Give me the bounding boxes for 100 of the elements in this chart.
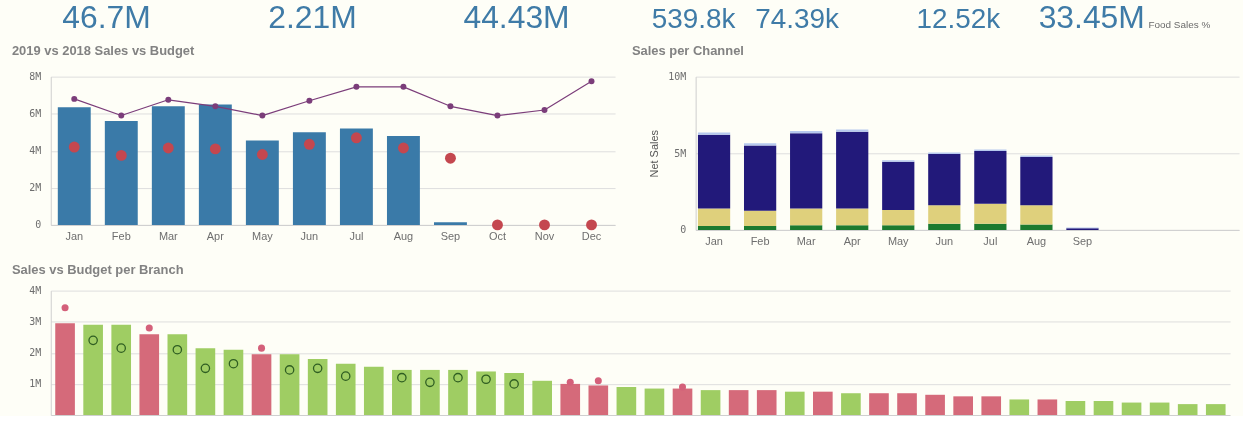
- y-tick-label: 2M: [29, 347, 42, 359]
- point: [209, 143, 221, 155]
- point: [61, 304, 69, 312]
- text: 74.39k: [755, 2, 840, 34]
- bar: [974, 203, 1007, 224]
- text: Food Sales %: [1148, 18, 1211, 30]
- point: [118, 112, 125, 119]
- y-tick-label: 8M: [29, 71, 42, 83]
- text: 2.21M: [268, 0, 357, 35]
- chart-title: Sales per Channel: [631, 42, 744, 58]
- x-tick-label: Jun: [935, 235, 954, 248]
- x-tick-label: Oct: [488, 230, 506, 243]
- bar: [1205, 404, 1226, 415]
- point: [594, 377, 602, 385]
- point: [494, 112, 501, 119]
- bar: [335, 363, 356, 415]
- x-tick-label: Feb: [750, 235, 770, 248]
- point: [88, 335, 98, 346]
- x-tick-label: Mar: [796, 235, 816, 248]
- bar: [953, 396, 973, 415]
- x-tick-label: May: [887, 235, 910, 248]
- bar: [836, 131, 869, 209]
- point: [481, 374, 491, 385]
- bar: [111, 324, 132, 415]
- bar: [532, 380, 552, 415]
- bar: [925, 394, 945, 415]
- bar: [55, 323, 75, 415]
- bar: [339, 128, 373, 225]
- point: [162, 142, 174, 154]
- bar: [743, 226, 777, 230]
- bar: [251, 354, 272, 415]
- x-tick-label: Apr: [206, 230, 225, 243]
- bar: [697, 226, 731, 230]
- x-tick-label: Jul: [349, 230, 364, 243]
- point: [256, 149, 268, 160]
- point: [165, 96, 172, 103]
- y-tick-label: 4M: [29, 145, 42, 157]
- bar: [433, 222, 467, 225]
- bar: [743, 145, 777, 211]
- point: [397, 372, 407, 383]
- bar: [167, 334, 188, 415]
- bar: [1020, 157, 1053, 206]
- bar: [1009, 399, 1030, 415]
- bar: [139, 334, 160, 415]
- bar: [756, 390, 777, 415]
- point: [539, 219, 550, 231]
- x-tick-label: Sep: [1072, 235, 1093, 248]
- bar: [1121, 402, 1142, 415]
- text: 46.7M: [62, 0, 151, 35]
- y-tick-label: 10M: [668, 71, 687, 83]
- y-tick-label: 4M: [29, 285, 42, 297]
- point: [453, 372, 463, 383]
- point: [303, 138, 315, 150]
- point: [541, 107, 548, 113]
- bar: [928, 154, 961, 206]
- bar: [882, 225, 915, 230]
- x-tick-label: Aug: [1026, 235, 1047, 248]
- bar: [104, 121, 138, 225]
- point: [259, 112, 266, 119]
- chart-title: 2019 vs 2018 Sales vs Budget: [11, 42, 196, 58]
- bar: [841, 393, 861, 415]
- point: [145, 324, 153, 332]
- bar: [928, 223, 961, 230]
- point: [400, 83, 407, 90]
- text: 44.43M: [463, 0, 570, 35]
- bar: [420, 369, 440, 415]
- bar: [869, 393, 889, 415]
- bar: [504, 373, 524, 415]
- bar: [1020, 224, 1053, 230]
- bar: [83, 324, 103, 415]
- bar: [784, 391, 805, 415]
- bar: [386, 135, 420, 225]
- point: [71, 95, 78, 102]
- point: [258, 344, 266, 352]
- bar: [790, 225, 823, 230]
- bar: [743, 143, 777, 146]
- y-tick-label: 5M: [674, 147, 687, 159]
- y-axis-title: Net Sales: [648, 129, 661, 178]
- y-tick-label: 2M: [29, 182, 42, 194]
- x-tick-label: Jan: [65, 230, 84, 243]
- y-tick-label: 6M: [29, 108, 42, 120]
- point: [447, 103, 454, 110]
- x-tick-label: Apr: [843, 235, 862, 248]
- point: [350, 132, 362, 144]
- bar: [223, 349, 244, 415]
- bar: [245, 140, 279, 225]
- x-tick-label: Jun: [300, 230, 319, 243]
- point: [340, 371, 351, 381]
- point: [586, 219, 597, 231]
- point: [306, 97, 313, 104]
- point: [212, 103, 219, 110]
- y-tick-label: 0: [680, 224, 687, 236]
- bar: [897, 393, 917, 415]
- point: [678, 383, 687, 391]
- point: [228, 358, 239, 369]
- bar: [307, 359, 328, 415]
- bar: [974, 150, 1007, 204]
- bar: [292, 132, 326, 225]
- point: [566, 378, 574, 386]
- text: 539.8k: [651, 2, 736, 34]
